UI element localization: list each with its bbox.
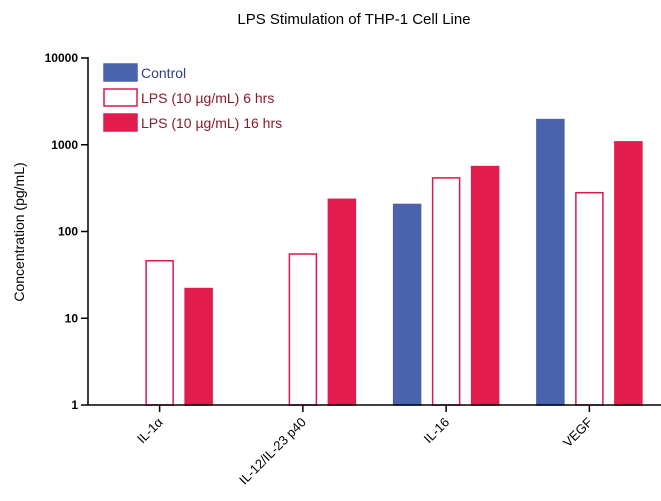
x-tick-label: IL-12/IL-23 p40 bbox=[236, 415, 309, 488]
y-tick-label: 100 bbox=[58, 225, 78, 239]
bar bbox=[536, 118, 565, 406]
legend-swatch bbox=[103, 63, 138, 82]
y-tick-label: 1 bbox=[71, 398, 78, 412]
x-tick-label: IL-16 bbox=[421, 415, 453, 447]
bar bbox=[184, 287, 213, 406]
bars-layer bbox=[145, 118, 643, 406]
legend-label: LPS (10 µg/mL) 6 hrs bbox=[141, 90, 274, 106]
legend-swatch bbox=[103, 88, 138, 107]
y-axis-title: Concentration (pg/mL) bbox=[11, 162, 27, 301]
legend: Control LPS (10 µg/mL) 6 hrs LPS (10 µg/mL… bbox=[103, 63, 282, 132]
legend-swatch bbox=[103, 113, 138, 132]
y-tick-label: 1000 bbox=[51, 138, 78, 152]
legend-label: Control bbox=[141, 65, 186, 81]
y-tick-label: 10000 bbox=[45, 51, 79, 65]
bar bbox=[614, 141, 643, 406]
bar bbox=[431, 177, 461, 406]
y-axis-ticks: 1 10 100 1000 10000 bbox=[45, 51, 88, 412]
x-tick-label: IL-1α bbox=[134, 414, 166, 446]
legend-label: LPS (10 µg/mL) 16 hrs bbox=[141, 115, 282, 131]
bar bbox=[392, 203, 422, 406]
x-axis-ticks: IL-1α IL-12/IL-23 p40 IL-16 VEGF bbox=[134, 405, 596, 487]
chart-title: LPS Stimulation of THP-1 Cell Line bbox=[237, 11, 470, 28]
x-tick-label: VEGF bbox=[560, 414, 596, 450]
bar bbox=[327, 198, 357, 406]
bar bbox=[470, 165, 500, 406]
y-tick-label: 10 bbox=[65, 311, 79, 325]
bar bbox=[288, 253, 318, 406]
bar bbox=[575, 191, 604, 406]
bar bbox=[145, 260, 174, 406]
